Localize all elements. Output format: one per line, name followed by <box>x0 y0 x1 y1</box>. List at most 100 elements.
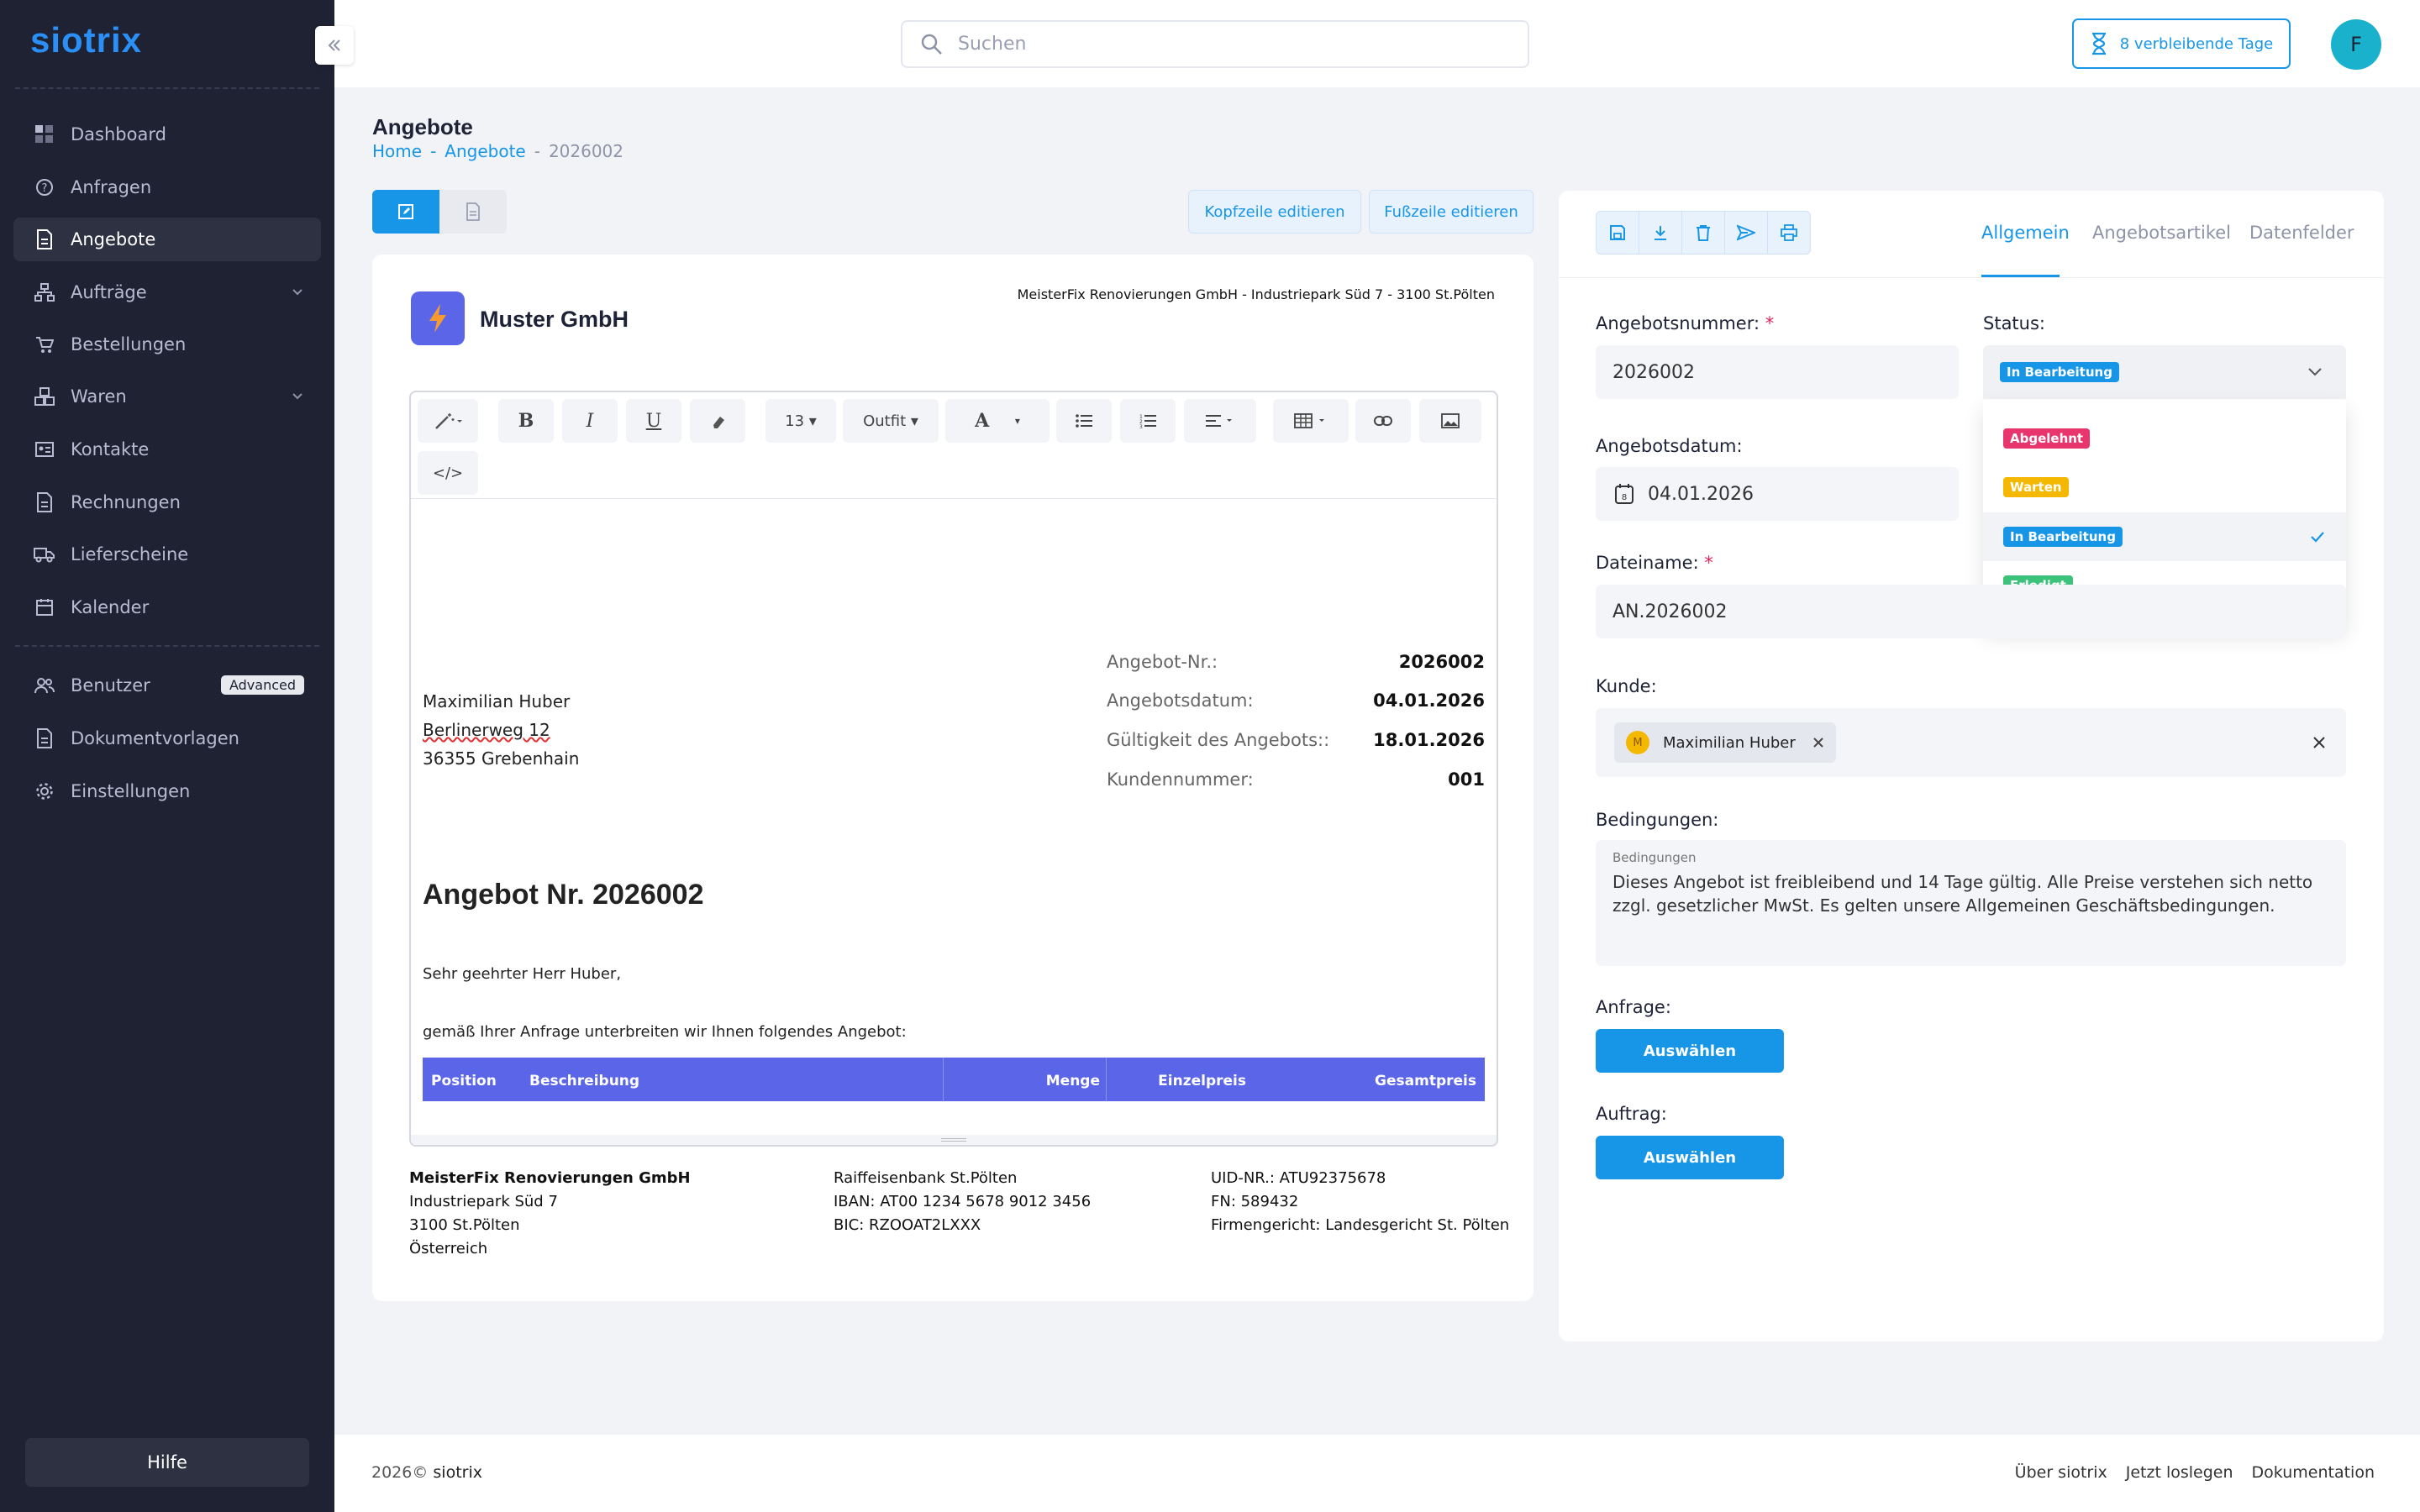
col-quantity: Menge <box>1045 1073 1100 1089</box>
sidebar-item-rechnungen[interactable]: Rechnungen <box>13 480 321 524</box>
footer-company-line: Österreich <box>409 1240 488 1257</box>
select-inquiry-button[interactable]: Auswählen <box>1596 1029 1784 1073</box>
underline-button[interactable]: U <box>626 399 681 443</box>
offer-date-value: 04.01.2026 <box>1648 483 1754 505</box>
sidebar-item-dashboard[interactable]: Dashboard <box>13 113 321 156</box>
sidebar-item-waren[interactable]: Waren <box>13 375 321 418</box>
conditions-label: Bedingungen: <box>1596 810 1719 830</box>
footer-link-get-started[interactable]: Jetzt loslegen <box>2125 1463 2233 1482</box>
tab-allgemein[interactable]: Allgemein <box>1981 223 2070 243</box>
preview-mode-tab[interactable] <box>439 190 507 234</box>
footer-col-bank: Raiffeisenbank St.Pölten IBAN: AT00 1234… <box>834 1167 1091 1237</box>
trial-days-button[interactable]: 8 verbleibende Tage <box>2072 18 2291 69</box>
clear-icon[interactable] <box>2312 736 2326 749</box>
app-logo[interactable]: siotrix <box>30 20 143 60</box>
active-tab-indicator <box>1981 275 2060 277</box>
status-option-abgelehnt[interactable]: Abgelehnt <box>1983 414 2346 463</box>
delete-button[interactable] <box>1681 211 1725 255</box>
breadcrumb-section[interactable]: Angebote <box>445 141 526 161</box>
print-button[interactable] <box>1767 211 1811 255</box>
svg-text:?: ? <box>42 182 48 195</box>
tab-angebotsartikel[interactable]: Angebotsartikel <box>2092 223 2232 243</box>
collapse-sidebar-button[interactable] <box>315 26 354 65</box>
document-icon <box>466 202 480 221</box>
conditions-textarea[interactable]: Bedingungen Dieses Angebot ist freibleib… <box>1596 840 2346 966</box>
question-circle-icon: ? <box>34 176 55 198</box>
send-button[interactable] <box>1724 211 1768 255</box>
page-title: Angebote <box>372 114 473 139</box>
image-button[interactable] <box>1419 399 1481 443</box>
status-select[interactable]: In Bearbeitung <box>1983 345 2346 399</box>
select-order-button[interactable]: Auswählen <box>1596 1136 1784 1179</box>
sidebar-item-dokumentvorlagen[interactable]: Dokumentvorlagen <box>13 717 321 760</box>
bold-button[interactable]: B <box>498 399 554 443</box>
clear-format-button[interactable] <box>690 399 745 443</box>
truck-icon <box>34 543 55 565</box>
code-view-button[interactable]: </> <box>418 451 478 495</box>
footer-brand[interactable]: siotrix <box>433 1463 482 1482</box>
sidebar-item-einstellungen[interactable]: Einstellungen <box>13 769 321 813</box>
sidebar-item-lieferscheine[interactable]: Lieferscheine <box>13 533 321 576</box>
footer-link-docs[interactable]: Dokumentation <box>2251 1463 2375 1482</box>
link-button[interactable] <box>1355 399 1411 443</box>
meta-value-offer-number: 2026002 <box>1398 652 1485 672</box>
boxes-icon <box>34 386 55 407</box>
document-body[interactable]: Maximilian Huber Berlinerweg 12 36355 Gr… <box>411 498 1497 1137</box>
italic-button[interactable]: I <box>562 399 618 443</box>
text-color-button[interactable]: A ▾ <box>945 399 1050 443</box>
customer-select[interactable]: M Maximilian Huber <box>1596 708 2346 777</box>
edit-icon <box>398 204 413 219</box>
copyright-year: 2026© <box>371 1463 429 1482</box>
download-button[interactable] <box>1639 211 1682 255</box>
chevron-down-icon[interactable] <box>291 386 304 407</box>
help-button[interactable]: Hilfe <box>25 1438 309 1487</box>
tab-datenfelder[interactable]: Datenfelder <box>2249 223 2354 243</box>
sidebar-item-label: Waren <box>71 386 127 407</box>
table-button[interactable] <box>1273 399 1349 443</box>
sidebar-item-label: Dokumentvorlagen <box>71 728 239 748</box>
align-left-icon <box>1206 415 1232 427</box>
send-icon <box>1737 224 1755 241</box>
search-input[interactable]: Suchen <box>901 20 1529 68</box>
chevron-down-icon[interactable] <box>291 282 304 302</box>
footer-link-about[interactable]: Über siotrix <box>2014 1463 2107 1482</box>
font-family-select[interactable]: Outfit ▾ <box>843 399 939 443</box>
footer-links: Über siotrix Jetzt loslegen Dokumentatio… <box>2015 1463 2375 1482</box>
breadcrumb-separator: - <box>430 141 437 161</box>
save-icon <box>1610 225 1625 240</box>
status-option-warten[interactable]: Warten <box>1983 463 2346 512</box>
edit-footer-button[interactable]: Fußzeile editieren <box>1369 190 1534 234</box>
edit-mode-tab[interactable] <box>372 190 439 234</box>
font-size-select[interactable]: 13 ▾ <box>765 399 836 443</box>
users-icon <box>34 675 55 696</box>
sidebar-item-anfragen[interactable]: ? Anfragen <box>13 165 321 209</box>
edit-header-button[interactable]: Kopfzeile editieren <box>1188 190 1361 234</box>
save-button[interactable] <box>1596 211 1639 255</box>
bullet-list-icon <box>1076 414 1092 428</box>
svg-text:1: 1 <box>1139 414 1143 420</box>
bullet-list-button[interactable] <box>1056 399 1112 443</box>
sidebar-item-auftraege[interactable]: Aufträge <box>13 270 321 314</box>
footer-bank-line: BIC: RZOOAT2LXXX <box>834 1216 981 1234</box>
remove-chip-icon[interactable] <box>1812 737 1824 748</box>
offer-date-input[interactable]: 8 04.01.2026 <box>1596 467 1959 521</box>
avatar[interactable]: F <box>2331 19 2381 70</box>
filename-input[interactable]: AN.2026002 <box>1596 585 2346 638</box>
sidebar-item-kontakte[interactable]: Kontakte <box>13 428 321 471</box>
page-footer: 2026© siotrix Über siotrix Jetzt loslege… <box>334 1435 2420 1512</box>
magic-format-button[interactable] <box>418 399 478 443</box>
sidebar-item-kalender[interactable]: Kalender <box>13 585 321 629</box>
editor-resize-handle[interactable] <box>411 1135 1497 1145</box>
calendar-icon <box>34 596 55 618</box>
status-option-in-bearbeitung[interactable]: In Bearbeitung <box>1983 512 2346 561</box>
breadcrumb-home[interactable]: Home <box>372 141 423 161</box>
trial-label: 8 verbleibende Tage <box>2119 34 2274 53</box>
sidebar-item-angebote[interactable]: Angebote <box>13 218 321 261</box>
footer-legal-line: UID-NR.: ATU92375678 <box>1211 1169 1386 1187</box>
sidebar-item-bestellungen[interactable]: Bestellungen <box>13 323 321 366</box>
sidebar-item-benutzer[interactable]: Benutzer Advanced <box>13 664 321 707</box>
offer-number-input[interactable]: 2026002 <box>1596 345 1959 399</box>
align-button[interactable] <box>1184 399 1256 443</box>
